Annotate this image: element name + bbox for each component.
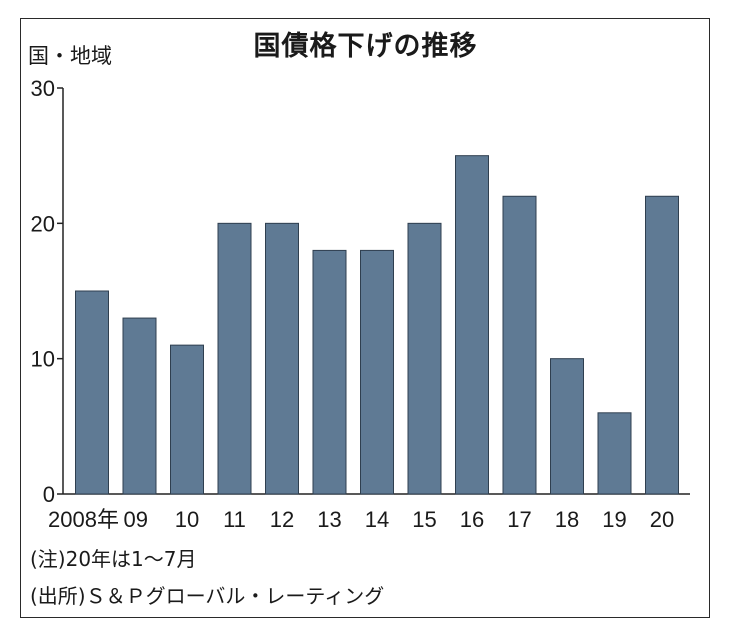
bar-6: [360, 249, 394, 495]
bar-11: [597, 412, 632, 495]
x-tick-label: 11: [223, 507, 246, 532]
bar-8: [455, 155, 489, 495]
bar-9: [502, 195, 537, 495]
x-tick-label: 17: [507, 507, 531, 532]
y-tick-label: 20: [31, 211, 55, 236]
bar-10: [550, 358, 584, 495]
bar-0: [75, 290, 109, 495]
x-tick-label: 20: [650, 507, 674, 532]
bar-12: [645, 195, 679, 495]
bar-2: [170, 344, 204, 495]
x-tick-label: 09: [124, 507, 148, 532]
bar-3: [217, 222, 252, 495]
x-tick-label: 12: [270, 507, 294, 532]
chart-note-source: (出所)Ｓ＆Ｐグローバル・レーティング: [30, 584, 385, 608]
x-tick-label: 14: [365, 507, 389, 532]
bar-4: [265, 222, 299, 495]
bar-5: [312, 249, 347, 495]
x-tick-label: 16: [460, 507, 484, 532]
bar-7: [407, 222, 442, 495]
chart-note-period: (注)20年は1～7月: [30, 547, 197, 571]
y-tick-label: 30: [31, 76, 55, 101]
x-tick-label: 19: [602, 507, 626, 532]
x-tick-label: 18: [555, 507, 579, 532]
chart-title: 国債格下げの推移: [253, 31, 478, 62]
x-tick-label: 10: [175, 507, 199, 532]
x-tick-label: 15: [412, 507, 436, 532]
x-tick-label: 2008年: [48, 507, 119, 532]
y-axis-label: 国・地域: [28, 44, 112, 68]
bar-1: [122, 317, 157, 495]
y-tick-label: 0: [43, 482, 55, 507]
x-tick-label: 13: [317, 507, 341, 532]
y-tick-label: 10: [31, 347, 55, 372]
